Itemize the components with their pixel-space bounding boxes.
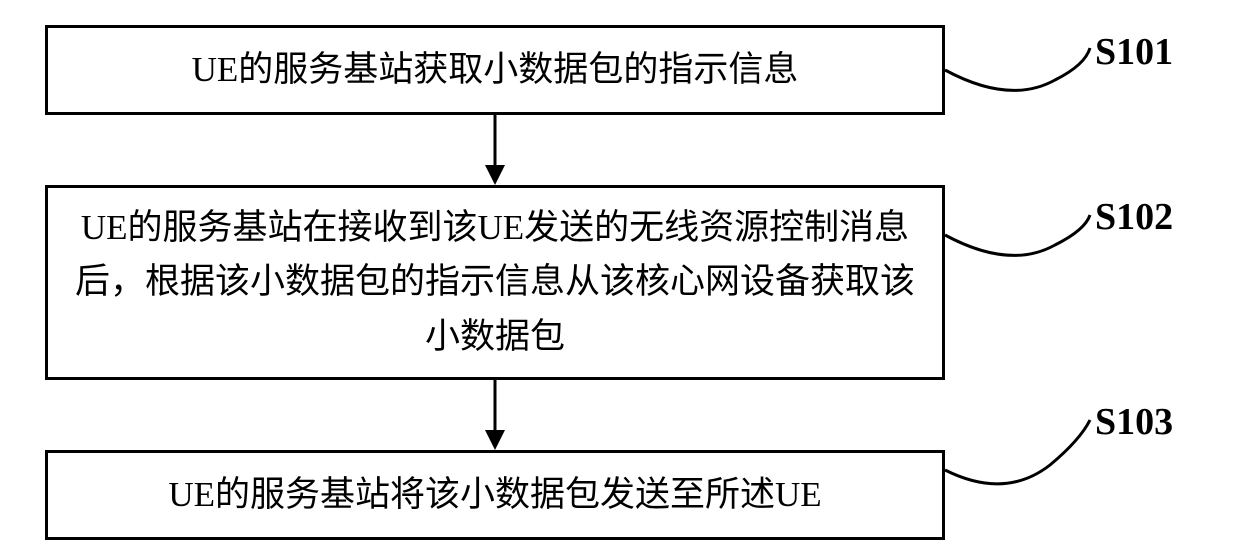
flowchart-canvas: UE的服务基站获取小数据包的指示信息 S101 UE的服务基站在接收到该UE发送…	[0, 0, 1240, 559]
curve-s103	[0, 0, 1240, 559]
